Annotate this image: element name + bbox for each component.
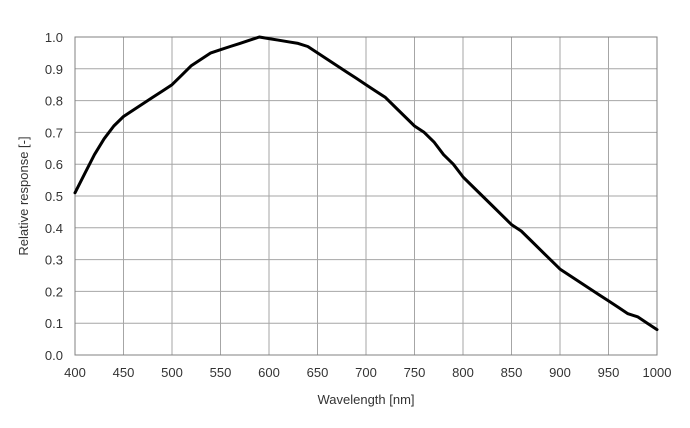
x-tick-label: 400 bbox=[64, 365, 86, 380]
x-tick-label: 800 bbox=[452, 365, 474, 380]
x-tick-label: 900 bbox=[549, 365, 571, 380]
y-tick-label: 0.3 bbox=[45, 253, 63, 268]
y-tick-label: 0.9 bbox=[45, 62, 63, 77]
x-tick-label: 650 bbox=[307, 365, 329, 380]
x-tick-label: 850 bbox=[501, 365, 523, 380]
y-tick-label: 0.0 bbox=[45, 348, 63, 363]
y-tick-label: 0.6 bbox=[45, 157, 63, 172]
x-tick-label: 750 bbox=[404, 365, 426, 380]
y-tick-label: 1.0 bbox=[45, 30, 63, 45]
x-tick-label: 950 bbox=[598, 365, 620, 380]
x-tick-label: 600 bbox=[258, 365, 280, 380]
x-tick-label: 550 bbox=[210, 365, 232, 380]
grid-lines bbox=[74, 36, 658, 356]
y-axis-title: Relative response [-] bbox=[16, 136, 31, 255]
response-curve bbox=[73, 35, 659, 332]
y-tick-label: 0.8 bbox=[45, 94, 63, 109]
y-tick-labels: 0.0 0.1 0.2 0.3 0.4 0.5 0.6 0.7 0.8 0.9 1.0 bbox=[45, 30, 63, 363]
y-tick-label: 0.4 bbox=[45, 221, 63, 236]
x-tick-label: 450 bbox=[113, 365, 135, 380]
x-tick-label: 700 bbox=[355, 365, 377, 380]
x-axis-title: Wavelength [nm] bbox=[317, 392, 414, 407]
y-tick-label: 0.1 bbox=[45, 316, 63, 331]
y-tick-label: 0.2 bbox=[45, 284, 63, 299]
y-tick-label: 0.5 bbox=[45, 189, 63, 204]
x-tick-labels: 400 450 500 550 600 650 700 750 800 850 900 950 1000 bbox=[64, 365, 671, 380]
x-tick-label: 500 bbox=[161, 365, 183, 380]
plot-frame bbox=[74, 36, 658, 356]
y-tick-label: 0.7 bbox=[45, 125, 63, 140]
x-tick-label: 1000 bbox=[643, 365, 672, 380]
